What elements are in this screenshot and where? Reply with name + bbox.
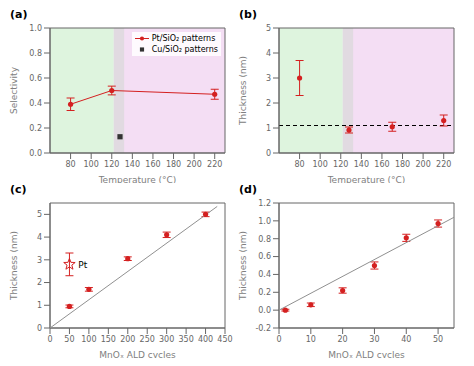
svg-text:2: 2 (37, 278, 42, 287)
svg-text:120: 120 (104, 160, 119, 169)
svg-text:140: 140 (354, 160, 369, 169)
svg-text:1.0: 1.0 (29, 24, 42, 33)
svg-text:450: 450 (217, 335, 232, 344)
svg-text:0.0: 0.0 (29, 149, 42, 158)
svg-text:100: 100 (84, 160, 99, 169)
svg-text:0: 0 (37, 324, 42, 333)
html-text:(a): (a) (10, 8, 28, 21)
svg-text:400: 400 (198, 335, 213, 344)
svg-text:100: 100 (81, 335, 96, 344)
svg-text:200: 200 (186, 160, 201, 169)
svg-text:40: 40 (401, 335, 411, 344)
svg-text:20: 20 (338, 335, 348, 344)
svg-text:120: 120 (333, 160, 348, 169)
svg-text:Thickness (nm): Thickness (nm) (9, 231, 19, 301)
html-text:(d): (d) (239, 183, 257, 196)
svg-text:0.6: 0.6 (29, 74, 42, 83)
svg-text:300: 300 (159, 335, 174, 344)
svg-text:Temperature (°C): Temperature (°C) (327, 175, 406, 183)
svg-text:220: 220 (436, 160, 451, 169)
svg-text:150: 150 (101, 335, 116, 344)
svg-text:MnOₓ ALD cycles: MnOₓ ALD cycles (328, 350, 405, 358)
svg-text:250: 250 (140, 335, 155, 344)
svg-text:50: 50 (64, 335, 74, 344)
svg-text:0.2: 0.2 (258, 288, 271, 297)
svg-text:80: 80 (294, 160, 304, 169)
svg-text:0.0: 0.0 (258, 306, 271, 315)
svg-text:0.8: 0.8 (29, 49, 42, 58)
svg-text:Selectivity: Selectivity (9, 66, 19, 114)
svg-text:0.8: 0.8 (258, 235, 271, 244)
svg-text:100: 100 (313, 160, 328, 169)
svg-text:Pt: Pt (78, 260, 87, 270)
svg-text:0: 0 (276, 335, 281, 344)
svg-text:0: 0 (47, 335, 52, 344)
svg-text:2: 2 (266, 99, 271, 108)
svg-text:80: 80 (65, 160, 75, 169)
svg-text:0.6: 0.6 (258, 252, 271, 261)
svg-text:0.2: 0.2 (29, 124, 42, 133)
svg-text:Thickness (nm): Thickness (nm) (238, 231, 248, 301)
svg-text:1: 1 (37, 301, 42, 310)
svg-text:Temperature (°C): Temperature (°C) (98, 175, 177, 183)
svg-text:180: 180 (395, 160, 410, 169)
svg-text:1: 1 (266, 124, 271, 133)
svg-text:200: 200 (120, 335, 135, 344)
html-text:(b): (b) (239, 8, 257, 21)
html-text:Cu/SiO₂ patterns: Cu/SiO₂ patterns (151, 45, 218, 54)
svg-text:200: 200 (415, 160, 430, 169)
svg-text:220: 220 (207, 160, 222, 169)
html-text:(c): (c) (10, 183, 27, 196)
svg-text:Thickness (nm): Thickness (nm) (238, 56, 248, 126)
svg-text:0.4: 0.4 (258, 270, 271, 279)
svg-text:1.0: 1.0 (258, 217, 271, 226)
html-text:Pt/SiO₂ patterns: Pt/SiO₂ patterns (151, 34, 216, 43)
svg-text:5: 5 (266, 24, 271, 33)
svg-text:4: 4 (266, 49, 271, 58)
svg-text:5: 5 (37, 210, 42, 219)
svg-text:0.4: 0.4 (29, 99, 42, 108)
svg-text:-0.2: -0.2 (255, 324, 271, 333)
svg-text:3: 3 (37, 256, 42, 265)
svg-text:30: 30 (369, 335, 379, 344)
svg-text:50: 50 (433, 335, 443, 344)
svg-text:350: 350 (178, 335, 193, 344)
svg-text:1.2: 1.2 (258, 199, 271, 208)
svg-text:10: 10 (306, 335, 316, 344)
svg-text:4: 4 (37, 233, 42, 242)
svg-text:160: 160 (374, 160, 389, 169)
svg-text:MnOₓ ALD cycles: MnOₓ ALD cycles (99, 350, 176, 358)
svg-text:160: 160 (145, 160, 160, 169)
svg-text:180: 180 (166, 160, 181, 169)
svg-text:0: 0 (266, 149, 271, 158)
svg-text:3: 3 (266, 74, 271, 83)
svg-text:140: 140 (125, 160, 140, 169)
